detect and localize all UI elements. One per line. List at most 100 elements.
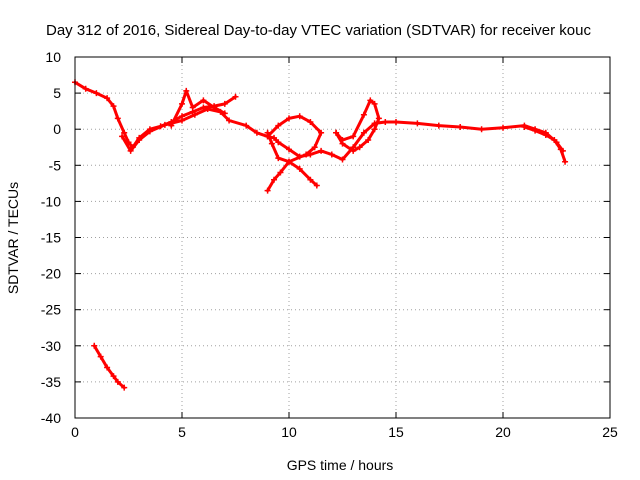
data-point	[360, 111, 367, 118]
data-point	[542, 131, 549, 138]
data-point	[286, 115, 292, 122]
y-tick-label: 0	[53, 121, 61, 137]
data-point	[371, 100, 378, 107]
data-point	[221, 100, 228, 107]
data-point	[271, 134, 278, 141]
x-axis-label: GPS time / hours	[287, 457, 394, 473]
data-point	[221, 110, 228, 117]
data-point	[271, 176, 278, 183]
data-point	[191, 111, 198, 118]
data-point	[414, 120, 421, 127]
data-point	[521, 124, 528, 131]
data-point	[168, 122, 175, 129]
data-point	[286, 158, 292, 165]
data-point	[268, 140, 275, 147]
data-point	[275, 155, 282, 162]
data-point	[457, 124, 464, 131]
data-point	[277, 169, 284, 176]
x-tick-label: 0	[71, 424, 79, 440]
data-point	[275, 122, 282, 129]
y-tick-label: -20	[41, 266, 61, 282]
x-tick-label: 25	[602, 424, 618, 440]
data-point	[243, 122, 250, 129]
y-tick-label: -40	[41, 410, 61, 426]
data-point	[104, 364, 111, 371]
y-tick-label: -5	[49, 157, 62, 173]
data-point	[393, 118, 399, 125]
data-point	[97, 353, 104, 360]
data-point	[82, 85, 89, 92]
data-point	[183, 87, 190, 94]
data-point	[318, 147, 325, 154]
data-point	[365, 137, 372, 144]
data-point	[121, 129, 128, 136]
axis-ticks: 0 5 10 15 20 25 10 5 0 -5 -10 -15 -20 -25 -30 -35 -40	[41, 49, 618, 440]
series-trace-main-b	[120, 107, 565, 161]
data-point	[339, 140, 346, 147]
data-point	[119, 133, 126, 140]
data-point	[307, 176, 314, 183]
data-point	[296, 165, 303, 172]
data-point	[161, 121, 168, 128]
data-point	[264, 187, 271, 194]
data-point	[551, 137, 558, 144]
data-point	[557, 146, 564, 153]
series-trace-outlier	[92, 344, 126, 390]
data-point	[200, 97, 207, 104]
data-point	[382, 118, 389, 125]
data-point	[339, 156, 346, 163]
data-point	[127, 147, 134, 154]
data-point	[264, 129, 271, 136]
y-tick-label: -30	[41, 338, 61, 354]
data-point	[333, 129, 340, 136]
data-point	[146, 128, 153, 135]
data-point	[318, 129, 325, 136]
data-point	[275, 139, 282, 146]
data-point	[350, 147, 357, 154]
data-point	[189, 104, 196, 111]
data-point	[110, 373, 117, 380]
data-point	[435, 122, 442, 129]
y-axis-label: SDTVAR / TECUs	[5, 182, 21, 294]
data-point	[253, 129, 260, 136]
data-point	[311, 144, 318, 151]
data-point	[114, 115, 121, 122]
y-tick-label: -35	[41, 374, 61, 390]
data-point	[360, 129, 367, 136]
y-tick-label: -10	[41, 193, 61, 209]
data-point	[328, 151, 335, 158]
data-point	[307, 118, 314, 125]
data-point	[313, 182, 320, 189]
data-point	[104, 95, 111, 102]
data-point	[179, 100, 185, 107]
data-point	[110, 103, 117, 110]
y-tick-label: -25	[41, 302, 61, 318]
data-point	[286, 146, 292, 153]
data-point	[532, 127, 539, 134]
data-point	[350, 133, 357, 140]
data-point	[371, 126, 378, 133]
series-trace-midday-loop	[266, 114, 323, 164]
y-tick-label: 5	[53, 85, 61, 101]
data-point	[478, 126, 485, 133]
y-tick-label: -15	[41, 230, 61, 246]
x-tick-label: 20	[495, 424, 511, 440]
data-point	[114, 378, 121, 385]
data-point	[204, 105, 211, 112]
data-point	[211, 104, 218, 111]
x-tick-label: 10	[281, 424, 297, 440]
data-point	[562, 158, 569, 165]
data-point	[121, 384, 128, 391]
data-point	[93, 90, 100, 97]
data-point	[296, 113, 303, 120]
data-point	[226, 117, 233, 124]
x-tick-label: 5	[178, 424, 186, 440]
data-point	[375, 115, 382, 122]
data-point	[367, 97, 374, 104]
y-tick-label: 10	[45, 49, 61, 65]
x-tick-label: 15	[388, 424, 404, 440]
data-point	[356, 144, 363, 151]
data-point	[303, 151, 310, 158]
